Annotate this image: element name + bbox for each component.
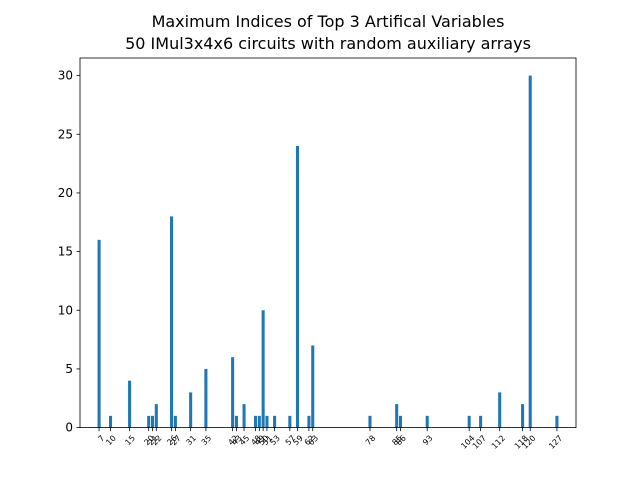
y-tick-label: 5 bbox=[65, 362, 73, 376]
x-tick-label: 107 bbox=[471, 434, 488, 451]
bar bbox=[128, 380, 132, 428]
y-tick-label: 15 bbox=[58, 245, 73, 259]
bar bbox=[311, 345, 315, 428]
bar bbox=[265, 415, 269, 428]
bar bbox=[307, 415, 311, 428]
y-tick-label: 20 bbox=[58, 186, 73, 200]
bar bbox=[147, 415, 151, 428]
bar bbox=[257, 415, 261, 428]
x-tick-label: 93 bbox=[421, 434, 435, 448]
x-tick-label: 7 bbox=[96, 434, 106, 444]
bar bbox=[189, 392, 193, 428]
x-tick-label: 15 bbox=[123, 434, 137, 448]
y-tick-label: 30 bbox=[58, 69, 73, 83]
bar bbox=[97, 239, 101, 428]
x-tick-label: 31 bbox=[184, 434, 198, 448]
bar bbox=[425, 415, 429, 428]
bar bbox=[170, 216, 174, 428]
bar bbox=[273, 415, 277, 428]
bar bbox=[234, 415, 238, 428]
chart-subtitle: 50 IMul3x4x6 circuits with random auxili… bbox=[125, 34, 531, 53]
x-tick-label: 10 bbox=[104, 434, 118, 448]
bar bbox=[242, 404, 246, 428]
bar bbox=[395, 404, 399, 428]
x-tick-label: 53 bbox=[268, 434, 282, 448]
bar bbox=[528, 75, 532, 428]
bar bbox=[555, 415, 559, 428]
bar bbox=[398, 415, 403, 428]
x-tick-label: 112 bbox=[490, 434, 507, 451]
bar bbox=[261, 310, 265, 428]
bars-group bbox=[97, 75, 559, 428]
bar bbox=[288, 415, 292, 428]
bar bbox=[231, 357, 235, 428]
bar bbox=[467, 415, 471, 428]
bar bbox=[173, 415, 177, 428]
bar bbox=[108, 415, 113, 428]
plot-frame bbox=[79, 57, 577, 429]
y-tick-label: 10 bbox=[58, 303, 73, 317]
bar bbox=[150, 415, 155, 428]
bar bbox=[479, 415, 483, 428]
y-axis: 0 5 10 15 20 25 30 bbox=[58, 69, 80, 435]
bar bbox=[368, 415, 372, 428]
x-tick-label: 127 bbox=[547, 434, 564, 451]
bar bbox=[295, 146, 300, 428]
bar bbox=[204, 368, 208, 428]
chart-title: Maximum Indices of Top 3 Artifical Varia… bbox=[152, 12, 505, 31]
bar bbox=[521, 404, 525, 428]
bar bbox=[253, 415, 258, 428]
bar bbox=[154, 404, 158, 428]
y-tick-label: 25 bbox=[58, 127, 73, 141]
y-tick-label: 0 bbox=[65, 421, 73, 435]
x-tick-label: 78 bbox=[364, 434, 378, 448]
x-tick-label: 35 bbox=[200, 434, 214, 448]
bar bbox=[498, 392, 502, 428]
